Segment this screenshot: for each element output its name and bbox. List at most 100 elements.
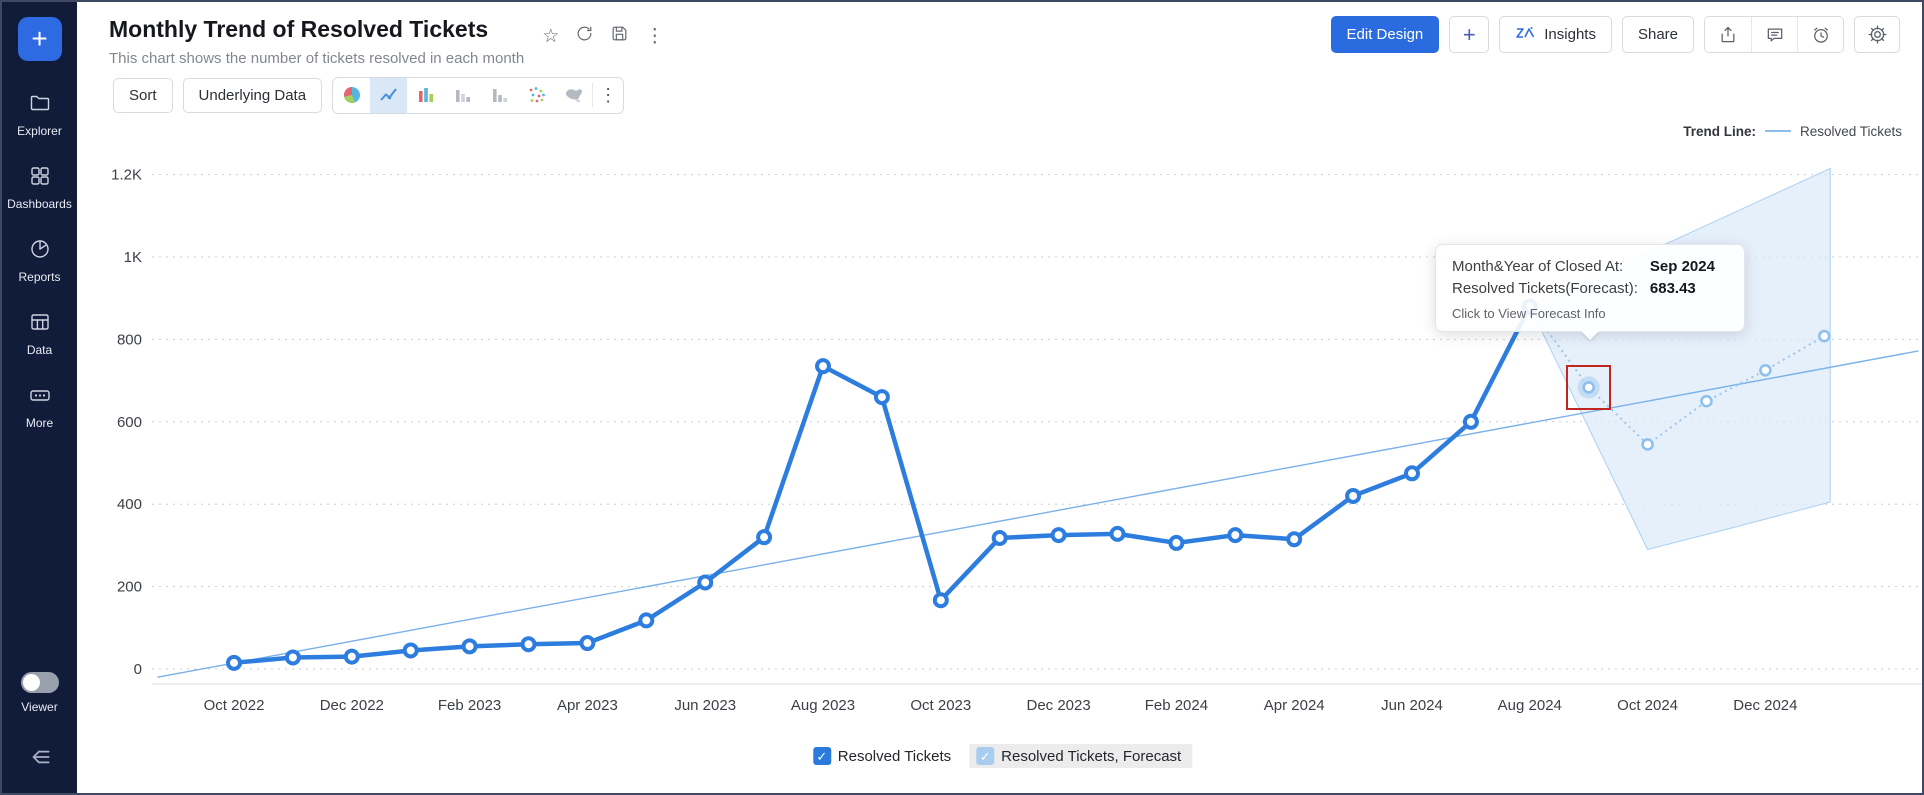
add-button[interactable]: +	[17, 17, 62, 61]
edit-design-button[interactable]: Edit Design	[1330, 16, 1440, 53]
add-report-button[interactable]: +	[1449, 16, 1490, 53]
sidebar-item-dashboards[interactable]: Dashboards	[2, 164, 77, 211]
chart-legend: ✓ Resolved Tickets ✓ Resolved Tickets, F…	[807, 744, 1193, 768]
svg-text:0: 0	[134, 661, 142, 678]
title-icons: ☆ ⋮	[542, 24, 664, 48]
title-block: Monthly Trend of Resolved Tickets This c…	[109, 16, 524, 67]
underlying-data-button[interactable]: Underlying Data	[182, 77, 323, 113]
main-panel: Monthly Trend of Resolved Tickets This c…	[77, 2, 1922, 793]
sort-button[interactable]: Sort	[113, 77, 173, 113]
chart-region: Trend Line: Resolved Tickets 0 200 400 600 8…	[77, 114, 1922, 793]
legend-item-resolved-tickets[interactable]: ✓ Resolved Tickets	[807, 744, 957, 768]
sidebar-item-reports[interactable]: Reports	[2, 237, 77, 284]
more-chart-types-icon[interactable]: ⋮	[599, 84, 618, 105]
pie-chart-type-icon[interactable]	[333, 78, 370, 113]
svg-text:400: 400	[117, 496, 142, 513]
trend-chart[interactable]: 0 200 400 600 800 1K 1.2K Oct 2022 Dec 2022 Feb 2…	[77, 114, 1924, 774]
kebab-menu-icon[interactable]: ⋮	[645, 25, 665, 47]
dashboards-grid-icon	[28, 164, 52, 191]
selected-point-box	[1566, 364, 1611, 410]
insights-button[interactable]: Insights	[1499, 16, 1612, 53]
forecast-tooltip: Month&Year of Closed At: Sep 2024 Resolv…	[1435, 243, 1745, 340]
sidebar-item-label: Dashboards	[7, 197, 72, 211]
alarm-history-icon[interactable]	[1797, 17, 1843, 52]
scatter-chart-type-icon[interactable]	[518, 78, 555, 113]
trend-line-sample-icon	[1764, 130, 1791, 133]
stacked-bar-chart-type-icon[interactable]	[444, 78, 481, 113]
svg-text:Aug 2023: Aug 2023	[791, 697, 855, 714]
tooltip-row1-value: Sep 2024	[1649, 257, 1715, 275]
trend-line-legend: Trend Line: Resolved Tickets	[1683, 124, 1902, 139]
svg-text:1K: 1K	[124, 249, 142, 266]
viewer-toggle[interactable]	[20, 672, 59, 693]
svg-text:Feb 2024: Feb 2024	[1145, 697, 1208, 714]
viewer-label: Viewer	[21, 700, 58, 714]
checkbox-checked-light-icon[interactable]: ✓	[976, 747, 995, 765]
svg-text:Dec 2022: Dec 2022	[320, 697, 384, 714]
page-title: Monthly Trend of Resolved Tickets	[109, 16, 489, 42]
combo-bar-chart-type-icon[interactable]	[481, 78, 518, 113]
tooltip-row1-label: Month&Year of Closed At:	[1452, 257, 1624, 275]
export-icon[interactable]	[1705, 17, 1751, 52]
bar-chart-type-icon[interactable]	[407, 78, 444, 113]
tooltip-row2-label: Resolved Tickets(Forecast):	[1452, 279, 1638, 297]
chart-type-group: ⋮	[332, 76, 625, 114]
svg-text:Dec 2023: Dec 2023	[1026, 697, 1090, 714]
sidebar: + Explorer Dashboards Reports	[2, 2, 77, 793]
sidebar-item-more[interactable]: More	[2, 383, 77, 430]
map-chart-type-icon[interactable]	[555, 78, 592, 113]
legend-label: Resolved Tickets, Forecast	[1001, 747, 1182, 765]
svg-text:Apr 2024: Apr 2024	[1264, 697, 1325, 714]
line-chart-type-icon[interactable]	[370, 77, 408, 113]
svg-text:Feb 2023: Feb 2023	[438, 697, 501, 714]
trend-line-series: Resolved Tickets	[1799, 123, 1902, 139]
trend-line-label: Trend Line:	[1683, 123, 1756, 139]
svg-text:200: 200	[117, 578, 142, 595]
tooltip-row2-value: 683.43	[1649, 279, 1696, 297]
header: Monthly Trend of Resolved Tickets This c…	[77, 2, 1922, 67]
svg-text:1.2K: 1.2K	[111, 166, 142, 183]
svg-text:800: 800	[117, 331, 142, 348]
svg-text:Dec 2024: Dec 2024	[1733, 697, 1797, 714]
tooltip-pointer	[1581, 330, 1599, 340]
chart-toolbar: Sort Underlying Data	[77, 67, 1922, 114]
svg-text:Apr 2023: Apr 2023	[557, 697, 618, 714]
settings-gear-icon[interactable]	[1854, 16, 1900, 53]
svg-text:Jun 2024: Jun 2024	[1381, 697, 1443, 714]
tooltip-footer: Click to View Forecast Info	[1452, 305, 1606, 321]
svg-text:Jun 2023: Jun 2023	[674, 697, 736, 714]
checkbox-checked-icon[interactable]: ✓	[812, 747, 831, 765]
svg-text:Oct 2024: Oct 2024	[1617, 697, 1678, 714]
svg-text:Oct 2023: Oct 2023	[910, 697, 971, 714]
folder-icon	[28, 91, 52, 118]
sidebar-item-label: Explorer	[17, 124, 62, 138]
comment-icon[interactable]	[1751, 17, 1797, 52]
more-ellipsis-icon	[28, 383, 52, 410]
legend-item-resolved-tickets-forecast[interactable]: ✓ Resolved Tickets, Forecast	[969, 744, 1193, 768]
sidebar-item-label: More	[25, 416, 54, 430]
header-actions: Edit Design + Insights Share	[1330, 16, 1900, 53]
svg-text:Oct 2022: Oct 2022	[204, 697, 265, 714]
sidebar-item-label: Reports	[18, 270, 61, 284]
save-icon[interactable]	[610, 24, 629, 48]
sidebar-item-data[interactable]: Data	[2, 310, 77, 357]
legend-label: Resolved Tickets	[837, 747, 952, 765]
insights-label: Insights	[1544, 26, 1596, 43]
collapse-sidebar-icon[interactable]	[27, 744, 53, 775]
svg-text:Aug 2024: Aug 2024	[1498, 697, 1562, 714]
zia-insights-icon	[1515, 24, 1537, 46]
viewer-toggle-block: Viewer	[20, 672, 59, 714]
pie-reports-icon	[28, 237, 52, 264]
sidebar-item-label: Data	[26, 343, 53, 357]
toolbar-divider	[592, 83, 594, 108]
toggle-knob	[22, 674, 40, 691]
refresh-icon[interactable]	[575, 24, 594, 48]
header-icon-group	[1704, 16, 1844, 53]
svg-text:600: 600	[117, 413, 142, 430]
share-button[interactable]: Share	[1621, 16, 1694, 53]
sidebar-item-explorer[interactable]: Explorer	[2, 91, 77, 138]
favorite-star-icon[interactable]: ☆	[542, 25, 560, 47]
table-data-icon	[28, 310, 52, 337]
page-subtitle: This chart shows the number of tickets r…	[109, 49, 525, 67]
